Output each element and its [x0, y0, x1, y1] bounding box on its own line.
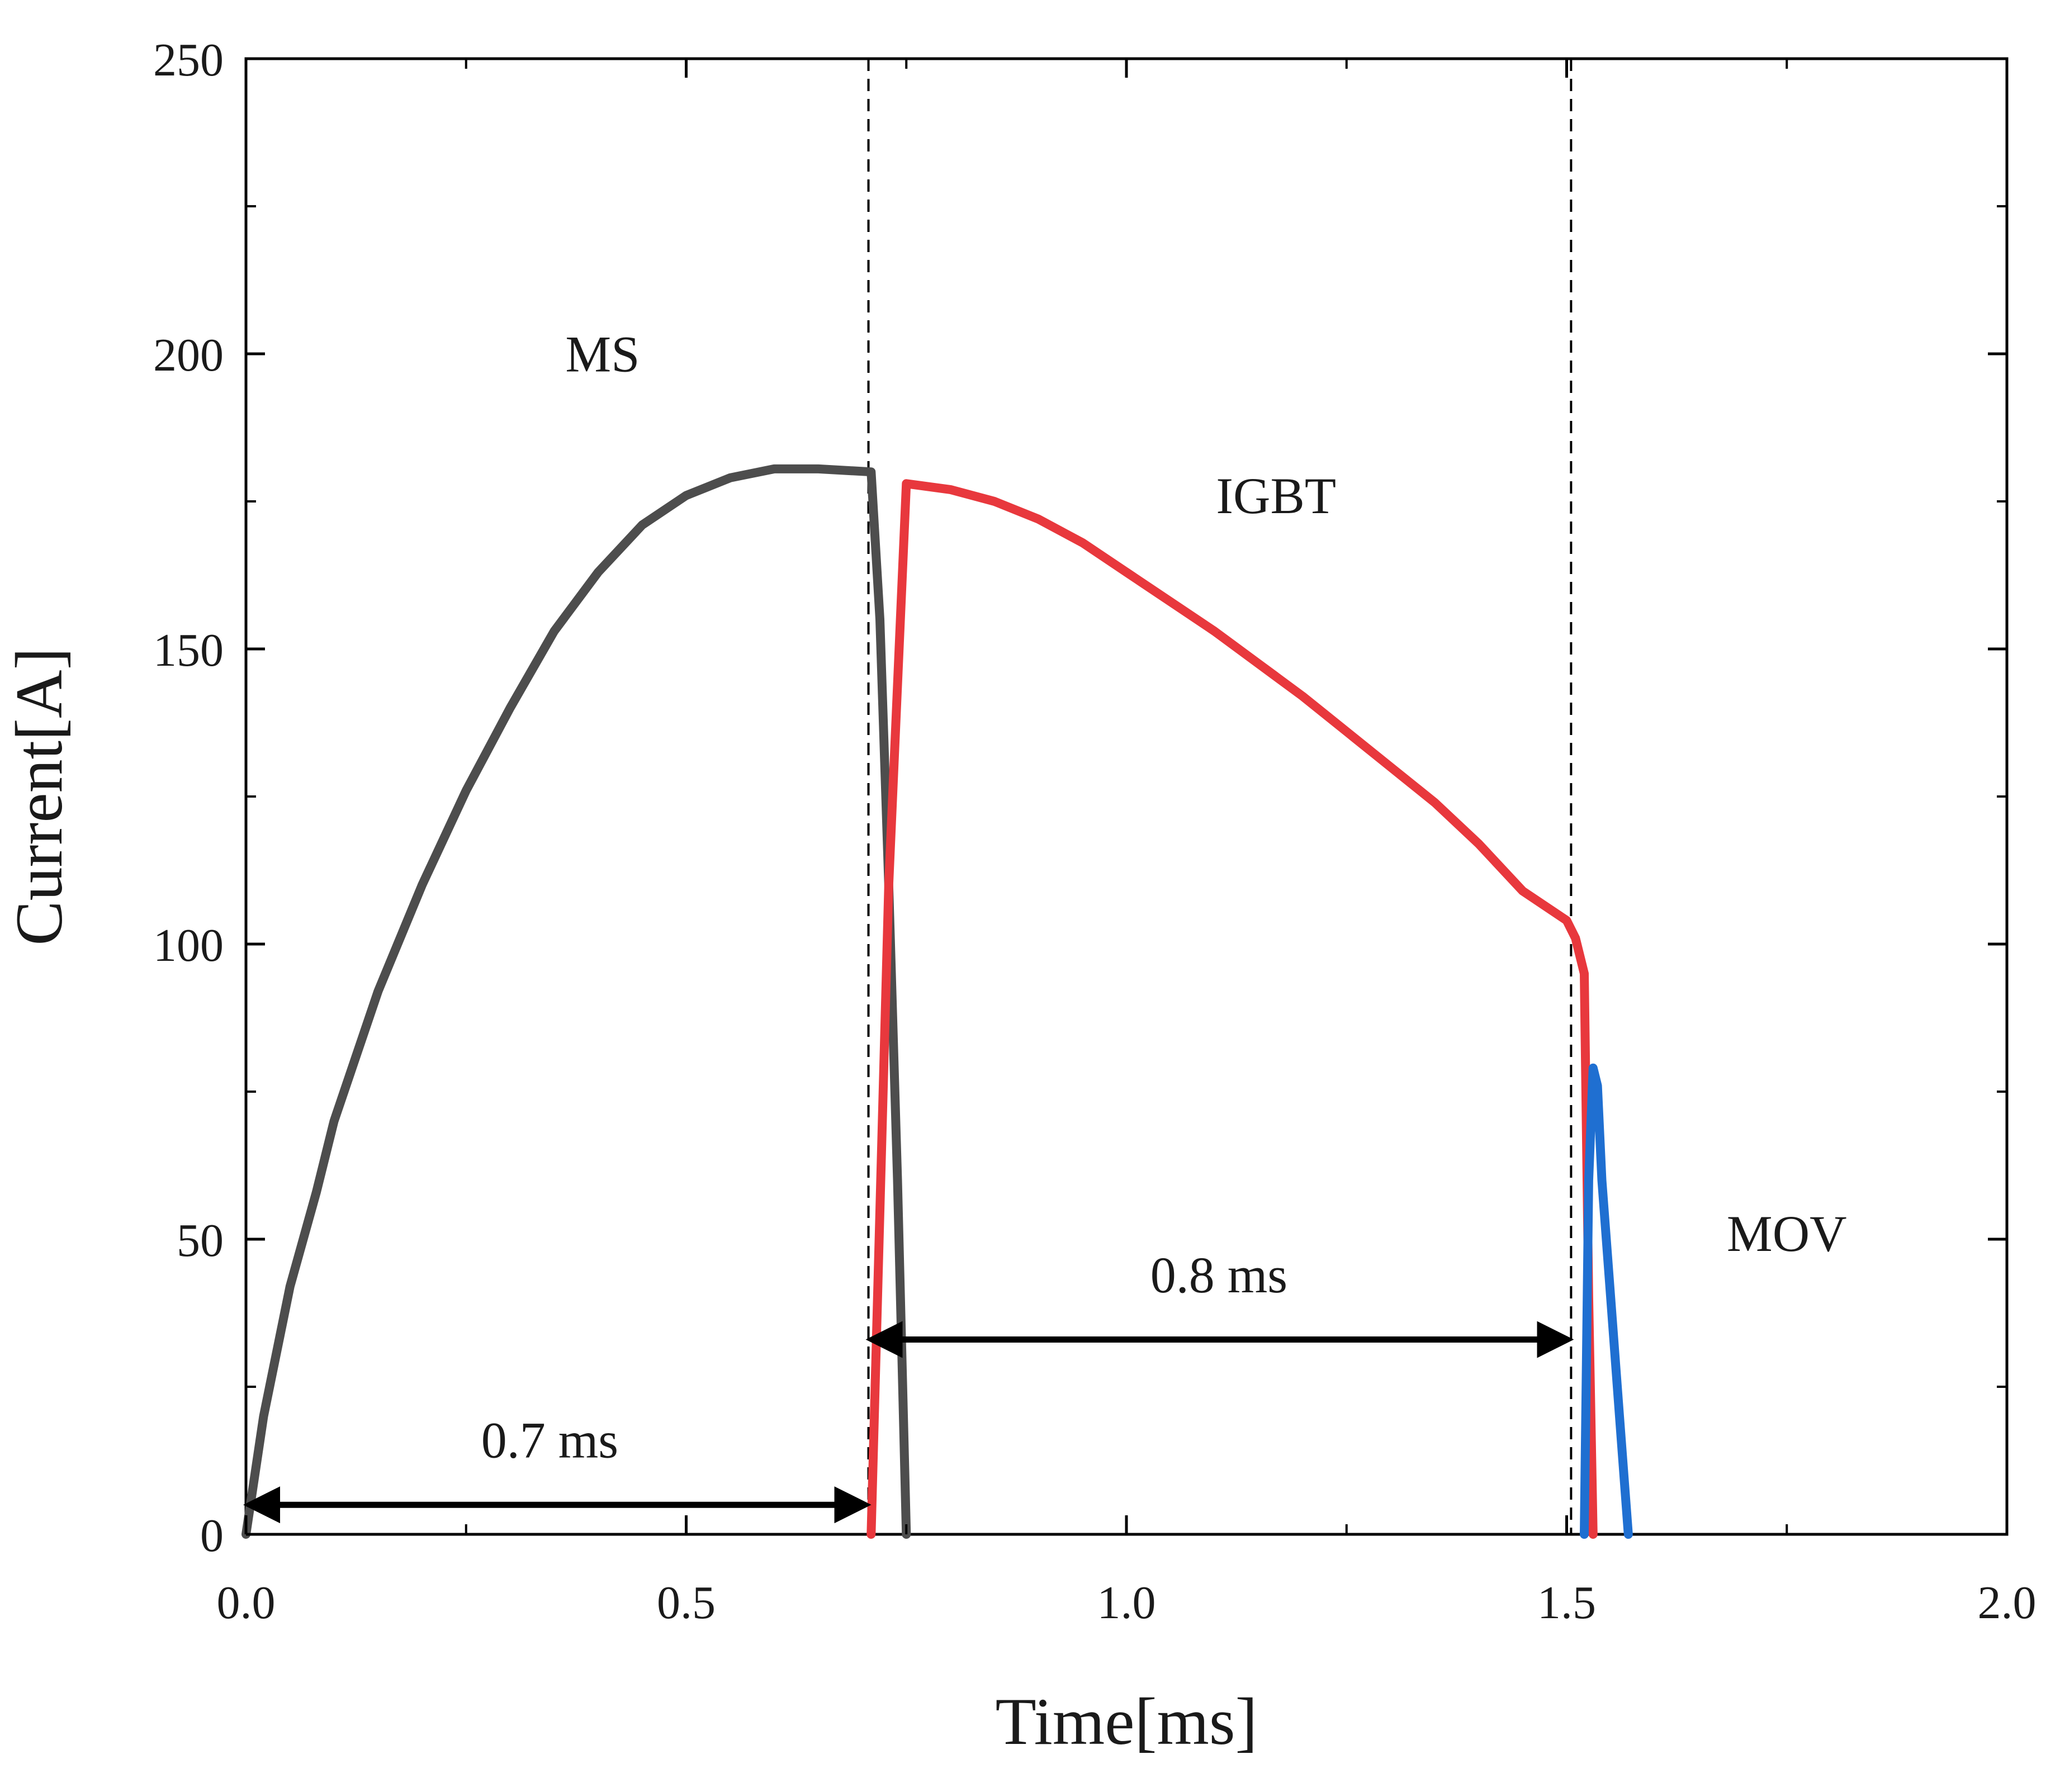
- duration-arrows: [243, 1321, 1574, 1524]
- y-tick-label: 250: [153, 34, 224, 86]
- y-tick-label: 50: [177, 1215, 224, 1267]
- annotation-mov: MOV: [1727, 1205, 1847, 1262]
- annotation-0-7-ms: 0.7 ms: [481, 1412, 618, 1469]
- y-tick-label: 200: [153, 329, 224, 381]
- annotation-ms: MS: [565, 326, 640, 383]
- x-tick-label: 0.0: [217, 1577, 276, 1629]
- series-line-igbt: [866, 479, 1598, 1539]
- y-tick-label: 150: [153, 624, 224, 676]
- plot-frame: [244, 57, 2009, 1536]
- annotation-igbt: IGBT: [1216, 467, 1336, 524]
- series-layer: [241, 464, 1633, 1539]
- y-tick-label: 0: [200, 1510, 224, 1562]
- x-tick-label: 2.0: [1978, 1577, 2037, 1629]
- x-tick-label: 0.5: [657, 1577, 716, 1629]
- series-line-ms: [241, 464, 911, 1539]
- x-tick-label: 1.0: [1097, 1577, 1156, 1629]
- vertical-marker-lines: [867, 59, 1573, 1534]
- series-line-mov: [1580, 1063, 1633, 1539]
- y-axis-title: Current[A]: [2, 647, 76, 945]
- axis-ticks: 0.0 0.5 1.0 1.5 2.0 0 50 100 150 200 250: [153, 34, 2037, 1629]
- x-axis-title: Time[ms]: [996, 1684, 1258, 1758]
- plot-area: [244, 57, 2009, 1536]
- annotation-0-8-ms: 0.8 ms: [1150, 1246, 1287, 1303]
- x-tick-label: 1.5: [1537, 1577, 1596, 1629]
- y-tick-label: 100: [153, 919, 224, 971]
